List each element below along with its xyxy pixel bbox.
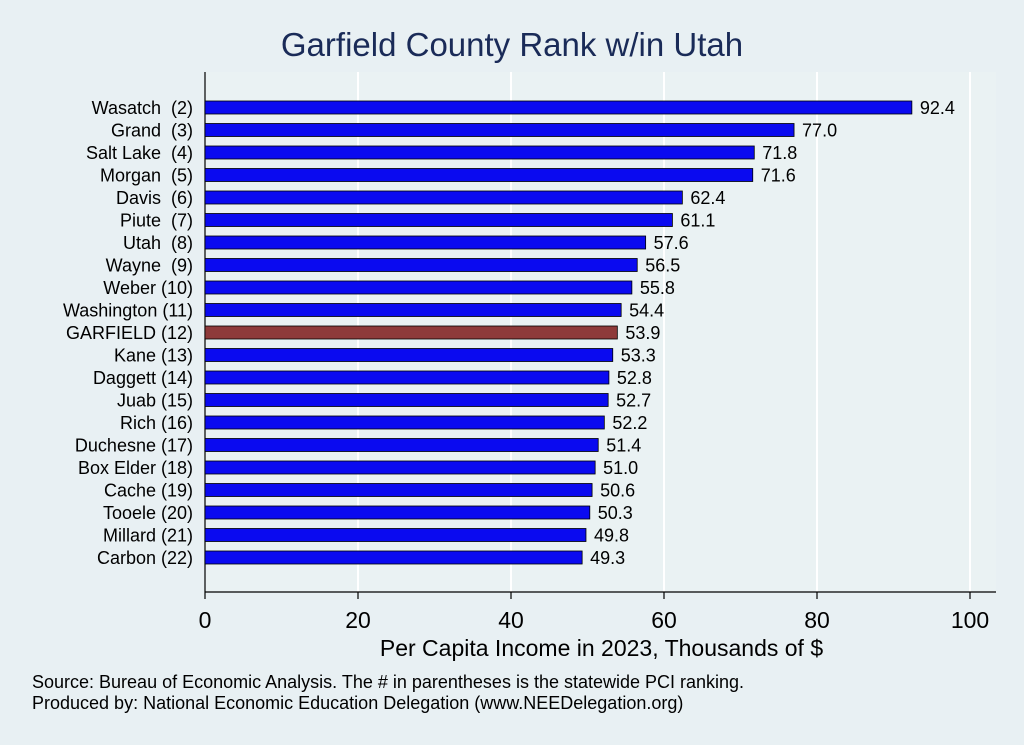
- bar: [204, 370, 610, 385]
- bar: [204, 460, 596, 475]
- data-label: 52.8: [617, 368, 652, 388]
- data-label: 56.5: [645, 256, 680, 276]
- bar-highlight: [204, 325, 618, 340]
- bar: [204, 213, 673, 227]
- data-label: 71.8: [762, 143, 797, 163]
- bar: [204, 438, 599, 452]
- category-label: Wayne (9): [106, 256, 193, 276]
- category-label: Carbon (22): [97, 548, 193, 568]
- data-label: 50.3: [598, 503, 633, 523]
- category-label: Daggett (14): [93, 368, 193, 388]
- category-label: Kane (13): [114, 346, 193, 366]
- data-label: 77.0: [802, 121, 837, 141]
- category-label: Piute (7): [120, 211, 193, 231]
- producer-note: Produced by: National Economic Education…: [32, 693, 684, 713]
- data-label: 50.6: [600, 481, 635, 501]
- data-label: 71.6: [761, 166, 796, 186]
- data-label: 53.3: [621, 346, 656, 366]
- x-tick-label: 60: [651, 607, 677, 633]
- data-label: 54.4: [629, 301, 664, 321]
- x-tick-label: 20: [345, 607, 371, 633]
- data-label: 57.6: [654, 233, 689, 253]
- x-tick-label: 0: [199, 607, 212, 633]
- source-note: Source: Bureau of Economic Analysis. The…: [32, 672, 745, 692]
- bar: [204, 483, 593, 497]
- data-label: 52.7: [616, 391, 651, 411]
- category-label: Davis (6): [116, 188, 193, 208]
- category-label: Millard (21): [103, 526, 193, 546]
- data-label: 52.2: [612, 413, 647, 433]
- x-tick-label: 40: [498, 607, 524, 633]
- category-label: Cache (19): [104, 481, 193, 501]
- bar: [204, 100, 913, 115]
- category-label: Box Elder (18): [78, 458, 193, 478]
- chart-title: Garfield County Rank w/in Utah: [280, 26, 744, 63]
- x-axis-title: Per Capita Income in 2023, Thousands of …: [380, 635, 823, 661]
- bar: [204, 528, 587, 542]
- bar: [204, 190, 683, 205]
- bar: [204, 303, 622, 317]
- category-label: Tooele (20): [103, 503, 193, 523]
- bar: [204, 168, 754, 182]
- data-label: 62.4: [690, 188, 725, 208]
- bar: [204, 235, 647, 250]
- category-label: GARFIELD (12): [66, 323, 193, 343]
- data-label: 51.4: [606, 436, 641, 456]
- bar: [204, 145, 755, 160]
- bar: [204, 280, 633, 295]
- bar: [204, 123, 795, 137]
- bar: [204, 505, 591, 520]
- bar: [204, 348, 614, 362]
- bar: [204, 550, 583, 565]
- bar: [204, 415, 605, 430]
- data-label: 49.3: [590, 548, 625, 568]
- category-label: Juab (15): [117, 391, 193, 411]
- category-label: Washington (11): [63, 301, 193, 321]
- category-label: Utah (8): [123, 233, 193, 253]
- category-label: Salt Lake (4): [86, 143, 193, 163]
- data-label: 61.1: [680, 211, 715, 231]
- x-tick-label: 80: [804, 607, 830, 633]
- data-label: 53.9: [625, 323, 660, 343]
- data-label: 51.0: [603, 458, 638, 478]
- category-label: Morgan (5): [100, 166, 193, 186]
- category-label: Wasatch (2): [92, 98, 193, 118]
- data-label: 92.4: [920, 98, 955, 118]
- data-label: 49.8: [594, 526, 629, 546]
- category-label: Duchesne (17): [75, 436, 193, 456]
- category-label: Rich (16): [120, 413, 193, 433]
- category-label: Grand (3): [111, 121, 193, 141]
- bar: [204, 258, 638, 272]
- category-label: Weber (10): [103, 278, 193, 298]
- data-label: 55.8: [640, 278, 675, 298]
- x-tick-label: 100: [951, 607, 989, 633]
- bar: [204, 393, 609, 407]
